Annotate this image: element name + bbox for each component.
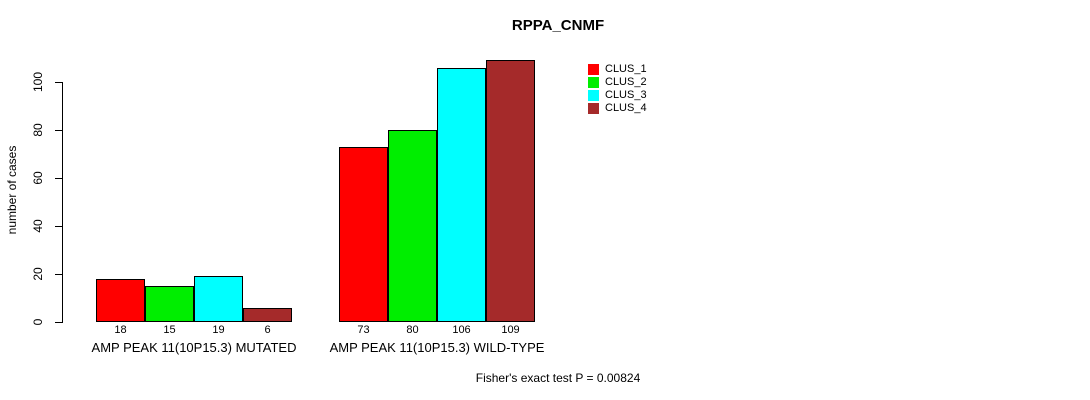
bar-value-label: 6 [264,324,271,336]
y-tick [55,178,62,179]
bar-clus_2-group1 [145,286,194,322]
y-tick-label: 80 [31,123,45,137]
bar-clus_1-group2 [339,147,388,322]
y-tick [55,130,62,131]
y-tick-label: 60 [31,171,45,185]
y-tick-label: 0 [31,318,45,326]
chart-title: RPPA_CNMF [511,17,605,34]
y-tick-label: 40 [31,219,45,233]
bar-clus_1-group1 [96,279,145,322]
y-tick-label: 100 [31,71,45,93]
bar-clus_3-group1 [194,276,243,322]
legend-label: CLUS_4 [605,102,647,114]
bar-value-label: 73 [357,324,370,336]
bar-value-label: 15 [163,324,176,336]
legend-swatch [588,103,599,114]
x-group-label: AMP PEAK 11(10P15.3) MUTATED [91,340,297,355]
legend-label: CLUS_3 [605,89,647,101]
bar-value-label: 18 [114,324,127,336]
bar-value-label: 109 [501,324,520,336]
y-tick [55,226,62,227]
legend-swatch [588,90,599,101]
y-tick-label: 20 [31,267,45,281]
bar-value-label: 19 [212,324,225,336]
y-axis-line [62,82,63,323]
y-tick [55,322,62,323]
bar-value-label: 106 [452,324,471,336]
bar-clus_3-group2 [437,68,486,322]
y-axis-title: number of cases [5,145,19,235]
bar-clus_2-group2 [388,130,437,322]
footnote-fisher-test: Fisher's exact test P = 0.00824 [475,371,641,385]
legend-swatch [588,64,599,75]
bar-value-label: 80 [406,324,419,336]
bar-clus_4-group1 [243,308,292,322]
y-tick [55,274,62,275]
legend-swatch [588,77,599,88]
y-tick [55,82,62,83]
x-group-label: AMP PEAK 11(10P15.3) WILD-TYPE [329,340,545,355]
legend-label: CLUS_2 [605,76,647,88]
bar-clus_4-group2 [486,60,535,322]
legend-label: CLUS_1 [605,63,647,75]
